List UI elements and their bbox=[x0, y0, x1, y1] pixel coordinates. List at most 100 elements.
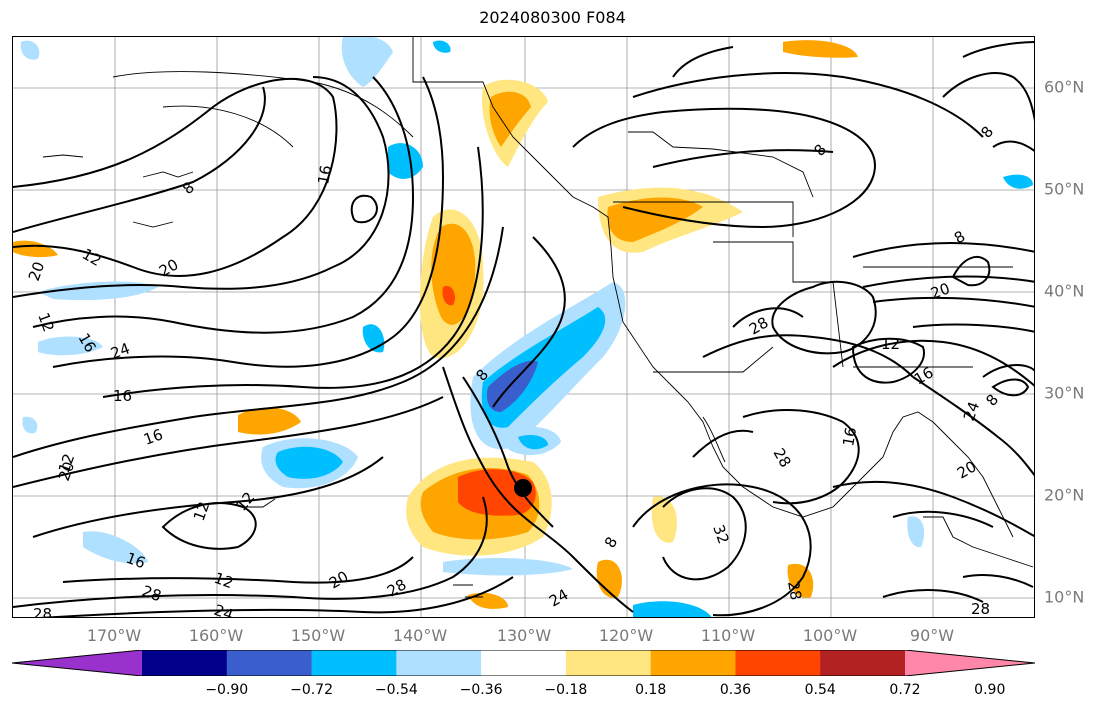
contour-label: 28 bbox=[33, 605, 52, 618]
contour-label: 12 bbox=[212, 569, 236, 592]
lat-label: 30°N bbox=[1044, 383, 1085, 403]
colorbar-segment bbox=[735, 650, 821, 676]
lon-label: 160°W bbox=[188, 626, 244, 645]
colorbar-tick-label: −0.18 bbox=[544, 682, 588, 698]
colorbar-segment bbox=[820, 650, 906, 676]
shade-negative bbox=[388, 143, 423, 179]
colorbar-tick-label: 0.36 bbox=[719, 682, 752, 698]
contour-label: 16 bbox=[314, 164, 335, 186]
shade-negative bbox=[20, 40, 40, 60]
contour-label: 24 bbox=[108, 339, 132, 362]
contour-label: 16 bbox=[141, 425, 165, 448]
shade-positive bbox=[651, 496, 677, 543]
contour-label: 12 bbox=[190, 499, 213, 523]
lon-label: 150°W bbox=[290, 626, 346, 645]
colorbar-tick-label: −0.72 bbox=[290, 682, 333, 698]
contour-label: 24 bbox=[960, 399, 983, 423]
shade-negative bbox=[83, 531, 148, 564]
shade-positive bbox=[596, 559, 622, 598]
shade-positive bbox=[489, 91, 531, 147]
shade-positive bbox=[442, 286, 455, 306]
lat-label: 60°N bbox=[1044, 77, 1085, 97]
colorbar-segment bbox=[481, 650, 567, 676]
contour-label: 8 bbox=[977, 123, 997, 142]
contour-label: 8 bbox=[810, 141, 830, 160]
shade-negative bbox=[907, 516, 925, 548]
colorbar-segment bbox=[142, 650, 228, 676]
contour-label: 20 bbox=[928, 279, 952, 302]
lat-label: 50°N bbox=[1044, 179, 1085, 199]
contour-label: 20 bbox=[326, 567, 352, 592]
contour-label: 20 bbox=[55, 459, 78, 483]
contour-labels: 8 12 20 20 12 16 24 16 16 12 20 16 12 12… bbox=[25, 123, 1002, 618]
contour-label: 8 bbox=[951, 227, 968, 247]
shade-positive bbox=[783, 40, 858, 58]
shade-negative bbox=[38, 336, 103, 356]
colorbar-tick-label: −0.90 bbox=[205, 682, 249, 698]
lon-label: 130°W bbox=[496, 626, 552, 645]
shade-negative bbox=[1003, 174, 1033, 189]
colorbar bbox=[12, 650, 1035, 676]
shade-negative bbox=[518, 434, 548, 450]
contour-label: 20 bbox=[25, 259, 48, 283]
lon-label: 110°W bbox=[700, 626, 756, 645]
contour-label: 20 bbox=[954, 457, 980, 482]
shade-positive bbox=[431, 223, 476, 325]
contour-label: 28 bbox=[384, 575, 410, 600]
shade-negative bbox=[22, 416, 38, 434]
contour-label: 12 bbox=[34, 310, 57, 334]
contour-label: 8 bbox=[601, 534, 621, 551]
shade-negative bbox=[341, 37, 393, 87]
contour-label: 16 bbox=[113, 387, 132, 405]
shade-positive bbox=[13, 240, 58, 258]
shade-negative bbox=[38, 281, 158, 301]
lon-label: 90°W bbox=[909, 626, 955, 645]
map-plot: 8 12 20 20 12 16 24 16 16 12 20 16 12 12… bbox=[13, 37, 1034, 618]
shade-positive bbox=[458, 469, 536, 516]
contour-label: 8 bbox=[982, 391, 1002, 410]
contour-label: 24 bbox=[212, 601, 236, 618]
colorbar-extend-high bbox=[905, 650, 1035, 676]
colorbar-tick-label: 0.90 bbox=[974, 682, 1006, 698]
contour-label: 12 bbox=[79, 245, 105, 270]
colorbar-tick-label: 0.72 bbox=[889, 682, 921, 698]
contour-label: 12 bbox=[55, 451, 78, 475]
map-panel: 8 12 20 20 12 16 24 16 16 12 20 16 12 12… bbox=[12, 36, 1035, 618]
lat-label: 10°N bbox=[1044, 587, 1085, 607]
lon-label: 170°W bbox=[86, 626, 142, 645]
colorbar-segment bbox=[226, 650, 313, 676]
colorbar-tick-label: 0.18 bbox=[635, 682, 667, 698]
shade-negative bbox=[633, 601, 712, 617]
contour-label: 16 bbox=[124, 549, 148, 572]
contour-label: 16 bbox=[839, 426, 860, 448]
lon-label: 140°W bbox=[392, 626, 448, 645]
contour-label: 12 bbox=[881, 335, 900, 353]
lat-label: 40°N bbox=[1044, 281, 1085, 301]
contour-label: 28 bbox=[746, 313, 772, 338]
contour-label: 28 bbox=[140, 582, 164, 605]
map-title: 2024080300 F084 bbox=[479, 8, 626, 27]
contour-label: 24 bbox=[546, 585, 572, 610]
shade-negative bbox=[433, 40, 451, 53]
colorbar-tick-label: −0.36 bbox=[459, 682, 503, 698]
lon-label: 100°W bbox=[802, 626, 858, 645]
coastlines bbox=[42, 37, 1034, 598]
storm-center-marker bbox=[514, 479, 532, 497]
colorbar-segment bbox=[565, 650, 652, 676]
lon-label: 120°W bbox=[598, 626, 654, 645]
shade-negative bbox=[275, 446, 343, 479]
contour-label: 28 bbox=[971, 600, 990, 618]
colorbar-segment bbox=[650, 650, 736, 676]
contour-label: 28 bbox=[784, 580, 805, 602]
shade-positive bbox=[468, 592, 508, 609]
contour-label: 12 bbox=[232, 488, 258, 514]
shade-negative bbox=[443, 557, 573, 576]
contour-lines bbox=[13, 41, 1034, 617]
contour-label: 28 bbox=[770, 445, 795, 471]
colorbar-tick-label: 0.54 bbox=[804, 682, 836, 698]
contour-label: 32 bbox=[709, 522, 732, 546]
colorbar-tick-label: −0.54 bbox=[374, 682, 418, 698]
lat-label: 20°N bbox=[1044, 485, 1085, 505]
colorbar-extend-low bbox=[12, 650, 142, 676]
colorbar-segment bbox=[396, 650, 482, 676]
